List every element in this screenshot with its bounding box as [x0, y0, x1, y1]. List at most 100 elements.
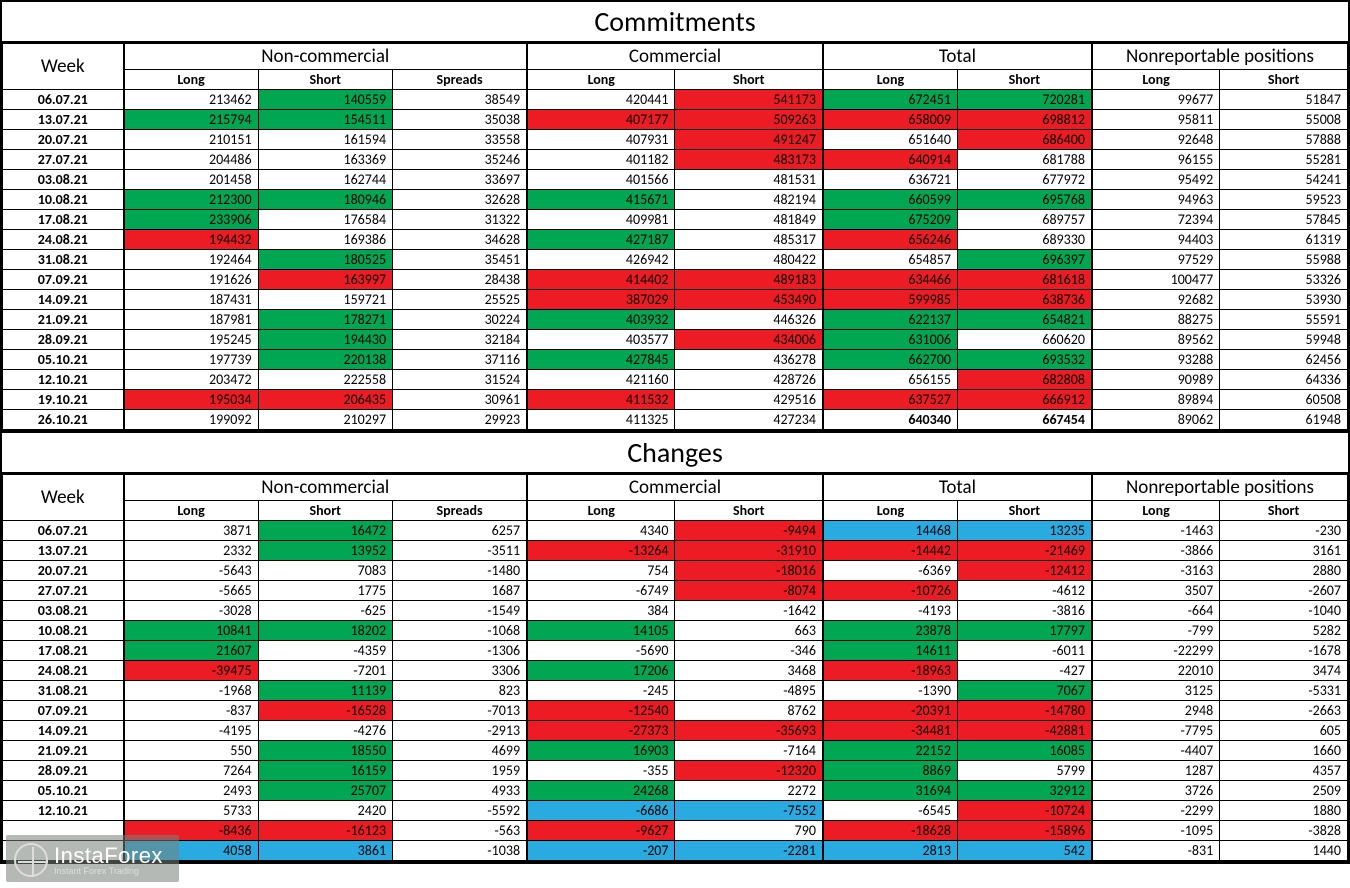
data-cell: 481849 — [675, 210, 823, 230]
data-cell: 176584 — [258, 210, 393, 230]
subcol-spreads-2: Spreads — [393, 501, 528, 521]
data-cell: -2663 — [1220, 701, 1348, 721]
data-cell: -4359 — [258, 641, 393, 661]
data-cell: 32912 — [957, 781, 1092, 801]
week-cell: 06.07.21 — [3, 521, 124, 541]
data-cell: 3507 — [1092, 581, 1220, 601]
data-cell: 415671 — [527, 190, 675, 210]
crosshair-icon — [14, 843, 48, 877]
section-title-commitments: Commitments — [2, 2, 1348, 43]
data-cell: 3468 — [675, 661, 823, 681]
data-cell: -245 — [527, 681, 675, 701]
week-cell: 28.09.21 — [3, 761, 124, 781]
data-cell: -31910 — [675, 541, 823, 561]
data-cell: 682808 — [957, 370, 1092, 390]
data-cell: 428726 — [675, 370, 823, 390]
data-cell: 3861 — [258, 841, 393, 862]
week-cell: 24.08.21 — [3, 230, 124, 250]
data-cell: 194430 — [258, 330, 393, 350]
data-cell: 206435 — [258, 390, 393, 410]
data-cell: 25707 — [258, 781, 393, 801]
week-cell: 27.07.21 — [3, 150, 124, 170]
data-cell: 13235 — [957, 521, 1092, 541]
week-cell: 20.07.21 — [3, 561, 124, 581]
data-cell: -3028 — [124, 601, 259, 621]
data-cell: 403577 — [527, 330, 675, 350]
table-row: -8436-16123-563-9627790-18628-15896-1095… — [3, 821, 1348, 841]
data-cell: 654857 — [823, 250, 958, 270]
data-cell: -15896 — [957, 821, 1092, 841]
data-cell: 2272 — [675, 781, 823, 801]
data-cell: 14468 — [823, 521, 958, 541]
data-cell: 8869 — [823, 761, 958, 781]
data-cell: -18628 — [823, 821, 958, 841]
subcol-spreads-2: Spreads — [393, 70, 528, 90]
data-cell: -18963 — [823, 661, 958, 681]
data-cell: 92648 — [1092, 130, 1220, 150]
data-cell: 59948 — [1220, 330, 1348, 350]
data-cell: 675209 — [823, 210, 958, 230]
data-cell: -5592 — [393, 801, 528, 821]
data-cell: 387029 — [527, 290, 675, 310]
data-cell: 99677 — [1092, 90, 1220, 110]
data-cell: 23878 — [823, 621, 958, 641]
data-cell: -35693 — [675, 721, 823, 741]
table-row: 27.07.21-566517751687-6749-8074-10726-46… — [3, 581, 1348, 601]
colgroup-commercial: Commercial — [527, 475, 823, 501]
table-row: 21.09.2118798117827130224403932446326622… — [3, 310, 1348, 330]
data-cell: 667454 — [957, 410, 1092, 431]
table-row: 05.10.2119773922013837116427845436278662… — [3, 350, 1348, 370]
data-cell: 61319 — [1220, 230, 1348, 250]
data-cell: 2493 — [124, 781, 259, 801]
data-cell: 631006 — [823, 330, 958, 350]
data-cell: 64336 — [1220, 370, 1348, 390]
data-cell: 89062 — [1092, 410, 1220, 431]
data-cell: 2813 — [823, 841, 958, 862]
data-cell: 660620 — [957, 330, 1092, 350]
data-cell: 401182 — [527, 150, 675, 170]
data-cell: -1642 — [675, 601, 823, 621]
data-cell: 7067 — [957, 681, 1092, 701]
report-container: Commitments Week Non-commercial Commerci… — [0, 0, 1350, 864]
subcol-long-0: Long — [124, 501, 259, 521]
data-cell: 4357 — [1220, 761, 1348, 781]
data-cell: -3511 — [393, 541, 528, 561]
subcol-long-7: Long — [1092, 501, 1220, 521]
data-cell: -427 — [957, 661, 1092, 681]
data-cell: 8762 — [675, 701, 823, 721]
data-cell: 3125 — [1092, 681, 1220, 701]
data-cell: 401566 — [527, 170, 675, 190]
data-cell: 72394 — [1092, 210, 1220, 230]
colgroup-noncommercial: Non-commercial — [124, 475, 528, 501]
data-cell: 696397 — [957, 250, 1092, 270]
data-cell: -7164 — [675, 741, 823, 761]
data-cell: 436278 — [675, 350, 823, 370]
data-cell: 656155 — [823, 370, 958, 390]
week-cell: 20.07.21 — [3, 130, 124, 150]
data-cell: 57888 — [1220, 130, 1348, 150]
data-cell: 1660 — [1220, 741, 1348, 761]
subcol-short-1: Short — [258, 70, 393, 90]
data-cell: 509263 — [675, 110, 823, 130]
data-cell: 3871 — [124, 521, 259, 541]
data-cell: 18550 — [258, 741, 393, 761]
subcol-short-6: Short — [957, 501, 1092, 521]
data-cell: 89894 — [1092, 390, 1220, 410]
data-cell: 163369 — [258, 150, 393, 170]
data-cell: 5799 — [957, 761, 1092, 781]
data-cell: -625 — [258, 601, 393, 621]
data-cell: 88275 — [1092, 310, 1220, 330]
table-row: 19.10.2119503420643530961411532429516637… — [3, 390, 1348, 410]
subcol-short-8: Short — [1220, 501, 1348, 521]
data-cell: 213462 — [124, 90, 259, 110]
data-cell: 32184 — [393, 330, 528, 350]
data-cell: 481531 — [675, 170, 823, 190]
week-cell: 07.09.21 — [3, 701, 124, 721]
week-cell: 24.08.21 — [3, 661, 124, 681]
data-cell: 55281 — [1220, 150, 1348, 170]
data-cell: 695768 — [957, 190, 1092, 210]
data-cell: 31694 — [823, 781, 958, 801]
week-cell: 13.07.21 — [3, 541, 124, 561]
data-cell: 62456 — [1220, 350, 1348, 370]
data-cell: 634466 — [823, 270, 958, 290]
